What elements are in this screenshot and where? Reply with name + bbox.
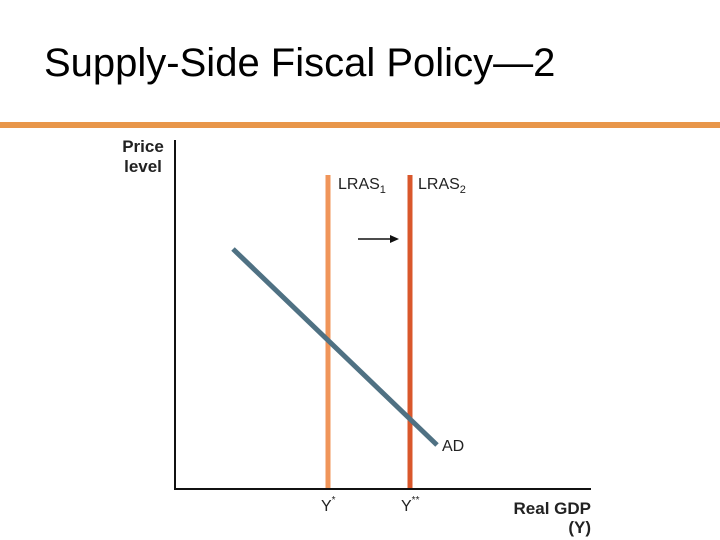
curve-subscript: 2 [460,184,466,196]
y-star-label: Y* [321,495,336,515]
x-axis-label: Real GDP [514,499,591,518]
diagram: Price level Real GDP (Y) LRAS1 LRAS2 AD … [122,137,591,537]
y-axis-label: Price [122,137,164,156]
y-axis-label: level [124,157,162,176]
mark-name: Y [321,498,332,515]
title-rule [0,122,720,128]
mark-superscript: ** [412,495,420,506]
lras2-label: LRAS2 [418,176,466,196]
y-double-star-label: Y** [401,495,420,515]
ad-curve [231,247,439,447]
curve-name: LRAS [418,176,460,193]
ad-label: AD [442,438,464,455]
mark-superscript: * [332,495,336,506]
x-axis-label: (Y) [568,518,591,537]
mark-name: Y [401,498,412,515]
slide-title: Supply-Side Fiscal Policy—2 [44,41,555,85]
lras1-label: LRAS1 [338,176,386,196]
curve-subscript: 1 [380,184,386,196]
arrow-head [390,235,399,243]
curve-name: LRAS [338,176,380,193]
